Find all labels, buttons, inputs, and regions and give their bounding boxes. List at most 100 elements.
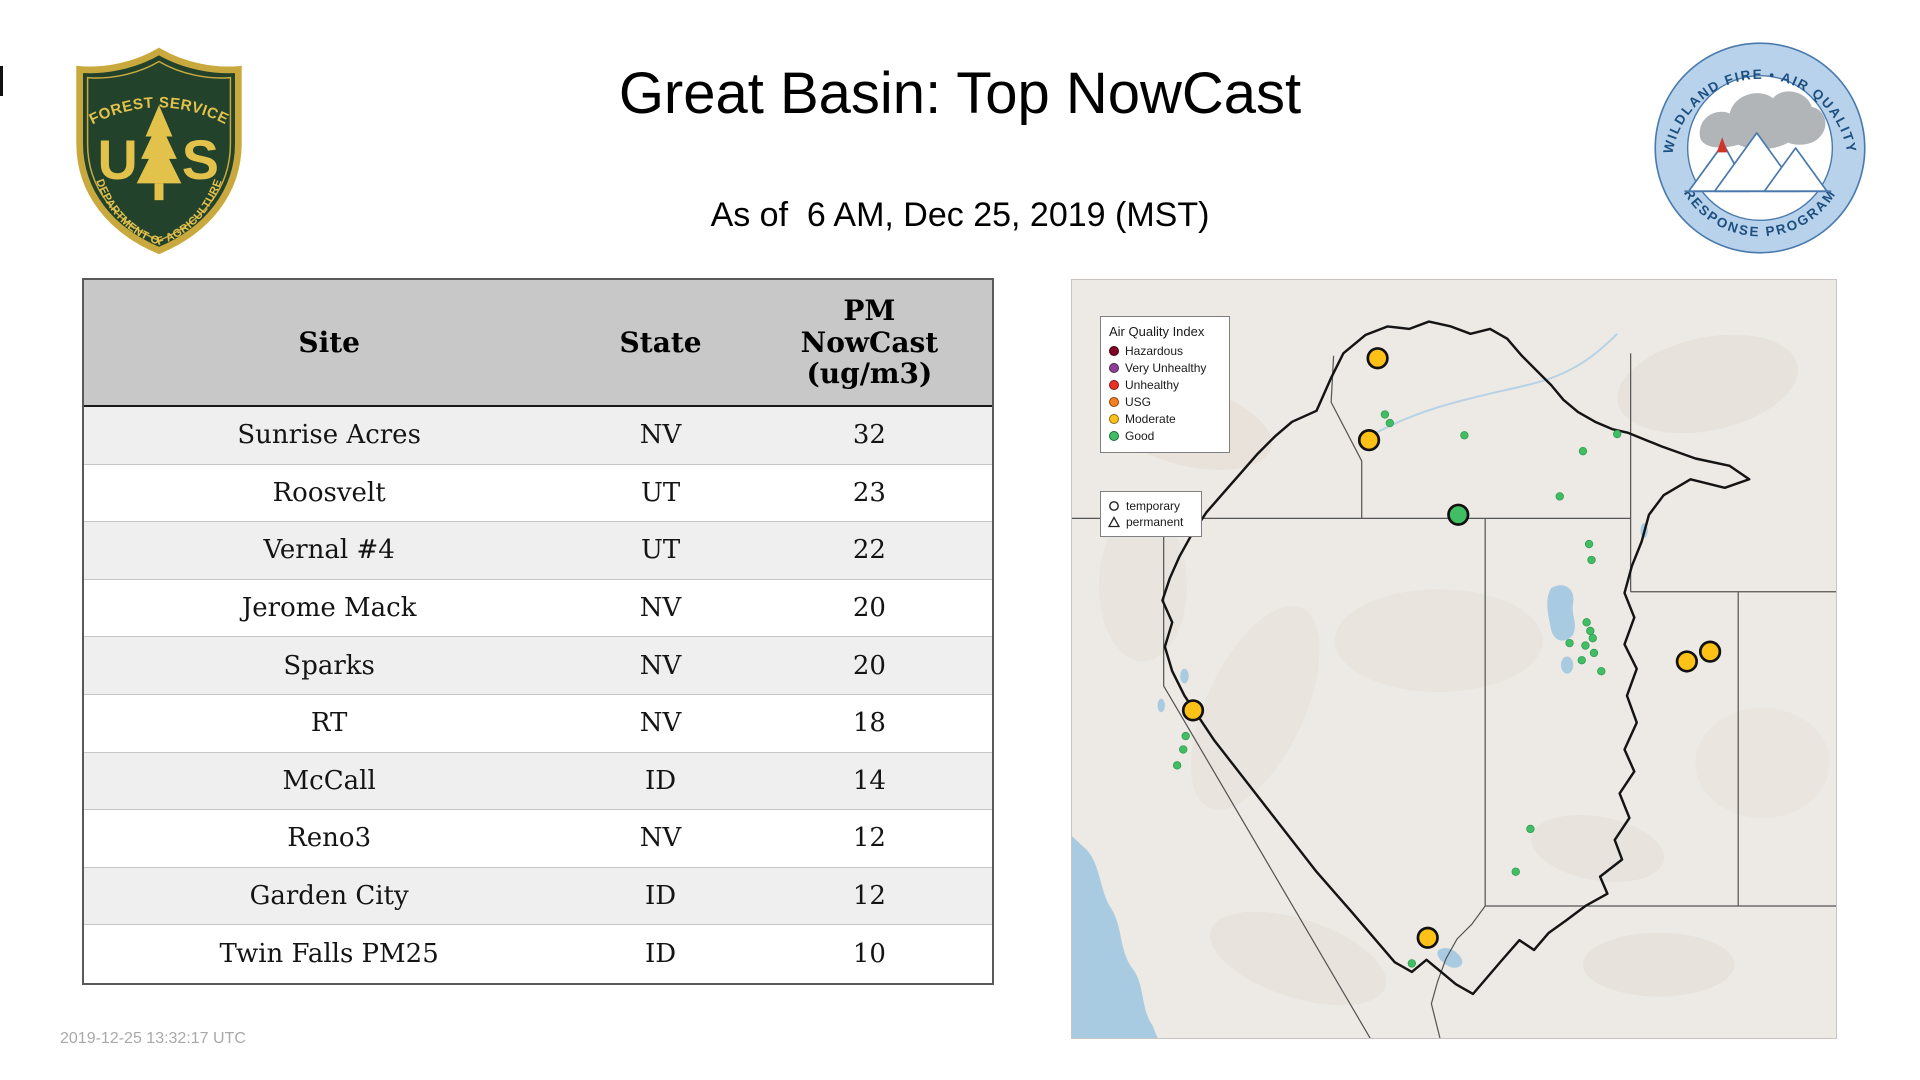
aqi-legend-item: Unhealthy [1109, 378, 1221, 392]
permanent-monitor-dot [1597, 667, 1606, 676]
site-cell: Vernal #4 [263, 535, 395, 566]
lake-tahoe [1157, 698, 1165, 713]
monitor-type-legend: temporary permanent [1100, 491, 1202, 537]
table-body: Sunrise Acres NV 32 Roosvelt UT 23 Vernal #4 UT… [84, 407, 992, 983]
state-cell: NV [639, 650, 682, 681]
permanent-monitor-dot [1565, 638, 1574, 648]
value-cell: 23 [852, 477, 886, 508]
aqi-legend-item: Very Unhealthy [1109, 361, 1221, 375]
wfaqrp-logo: WILDLAND FIRE • AIR QUALITY RESPONSE PRO… [1654, 42, 1866, 254]
state-cell: ID [645, 881, 677, 912]
utah-lake [1560, 656, 1574, 674]
table-row: Garden City ID 12 [84, 867, 992, 926]
lake-mead [1437, 948, 1463, 968]
temporary-circle-icon [1109, 501, 1119, 511]
fire-marker-icon [1716, 137, 1728, 153]
aqi-legend-items: Hazardous Very Unhealthy Unhealthy USG Moder… [1109, 344, 1221, 443]
aqi-color-dot [1109, 431, 1119, 441]
table-row: Twin Falls PM25 ID 10 [84, 925, 992, 983]
site-cell: Reno3 [287, 823, 372, 854]
nowcast-table: Site State PM NowCast (ug/m3) Sunrise Ac… [82, 278, 994, 985]
usfs-logo: FOREST SERVICE U S DEPARTMENT OF AGRICUL… [76, 47, 242, 255]
generation-timestamp: 2019-12-25 13:32:17 UTC [60, 1030, 246, 1047]
value-cell: 14 [852, 765, 886, 796]
value-cell: 20 [852, 593, 886, 624]
water-bodies [1072, 333, 1648, 1038]
state-cell: UT [640, 535, 681, 566]
permanent-monitor-dot [1589, 648, 1599, 658]
permanent-monitor-dot [1385, 418, 1394, 428]
permanent-monitor-dot [1578, 447, 1588, 456]
table-row: Sparks NV 20 [84, 637, 992, 695]
aqi-legend-label: Good [1125, 429, 1155, 443]
pyramid-lake [1180, 668, 1189, 684]
type-legend-item: permanent [1108, 515, 1194, 529]
page-subtitle: As of 6 AM, Dec 25, 2019 (MST) [710, 196, 1210, 234]
type-legend-label: temporary [1126, 499, 1181, 513]
column-header-site: Site [298, 325, 360, 359]
aqi-legend-label: Very Unhealthy [1125, 361, 1207, 375]
permanent-monitor-dot [1172, 761, 1182, 770]
value-cell: 22 [852, 535, 886, 566]
table-header: Site State PM NowCast (ug/m3) [84, 280, 992, 407]
mountains-icon [1684, 132, 1832, 193]
aqi-legend-title: Air Quality Index [1109, 324, 1205, 339]
site-cell: RT [310, 708, 348, 739]
permanent-monitor-dot [1588, 634, 1597, 643]
permanent-monitor-dot [1613, 429, 1622, 439]
map-markers [1172, 347, 1722, 968]
aqi-color-dot [1109, 414, 1119, 424]
table-row: Reno3 NV 12 [84, 810, 992, 868]
aqi-legend-item: Moderate [1109, 412, 1221, 426]
permanent-monitor-dot [1555, 492, 1564, 501]
aqi-legend-label: USG [1125, 395, 1152, 409]
permanent-monitor-dot [1407, 959, 1416, 968]
temporary-monitor-marker [1357, 429, 1381, 452]
temporary-monitor-marker [1181, 699, 1205, 722]
aqi-legend-label: Unhealthy [1125, 378, 1180, 392]
value-cell: 12 [852, 823, 886, 854]
snake-river [1364, 333, 1618, 440]
site-cell: McCall [282, 765, 376, 796]
table-row: McCall ID 14 [84, 752, 992, 811]
state-cell: ID [645, 939, 677, 970]
temporary-monitor-marker [1366, 347, 1389, 370]
aqi-color-dot [1109, 363, 1119, 373]
site-cell: Roosvelt [272, 477, 386, 508]
state-cell: NV [639, 823, 682, 854]
state-cell: NV [639, 593, 682, 624]
permanent-monitor-dot [1380, 410, 1390, 419]
aqi-legend-label: Moderate [1125, 412, 1176, 426]
great-basin-boundary [1161, 320, 1751, 996]
value-cell: 12 [852, 881, 886, 912]
permanent-monitor-dot [1181, 731, 1190, 741]
state-cell: ID [645, 765, 677, 796]
pine-tree-icon [136, 105, 182, 201]
value-cell: 32 [852, 420, 886, 451]
column-header-pm-nowcast: PM NowCast (ug/m3) [800, 294, 939, 391]
page-title: Great Basin: Top NowCast [618, 61, 1302, 126]
aqi-legend: Air Quality Index Hazardous Very Unhealth… [1100, 316, 1230, 453]
table-row: Roosvelt UT 23 [84, 464, 992, 523]
value-cell: 20 [852, 650, 886, 681]
state-cell: NV [639, 708, 682, 739]
type-legend-item: temporary [1108, 499, 1194, 513]
site-cell: Garden City [249, 881, 409, 912]
permanent-monitor-dot [1179, 745, 1188, 754]
column-header-state: State [619, 325, 702, 359]
great-basin-map: Air Quality Index Hazardous Very Unhealth… [1071, 279, 1837, 1039]
site-cell: Sunrise Acres [237, 420, 421, 451]
temporary-monitor-marker [1447, 503, 1470, 526]
state-cell: UT [640, 477, 681, 508]
pacific-ocean [1072, 836, 1158, 1038]
permanent-monitor-dot [1582, 618, 1591, 627]
site-cell: Sparks [283, 650, 375, 681]
table-row: Jerome Mack NV 20 [84, 579, 992, 638]
edge-artifact [0, 66, 3, 96]
aqi-legend-item: Hazardous [1109, 344, 1221, 358]
usfs-shield-pinstripe [86, 60, 232, 242]
permanent-monitor-dot [1584, 539, 1594, 549]
aqi-color-dot [1109, 346, 1119, 356]
permanent-monitor-dot [1577, 656, 1586, 665]
permanent-triangle-icon [1108, 516, 1120, 528]
